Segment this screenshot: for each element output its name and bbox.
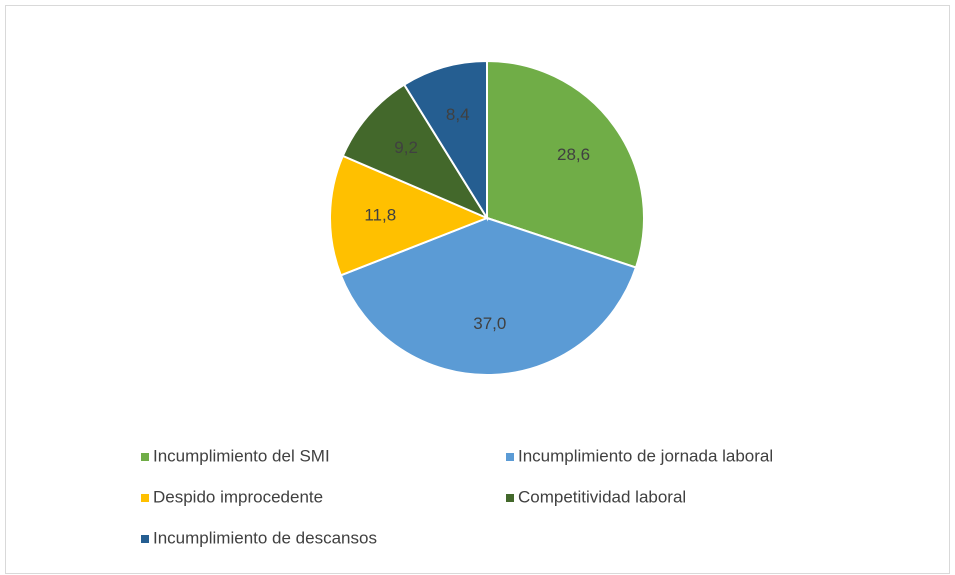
legend-swatch bbox=[141, 453, 149, 461]
data-label: 28,6 bbox=[557, 145, 590, 164]
legend-label: Incumplimiento del SMI bbox=[153, 446, 330, 465]
legend-label: Incumplimiento de descansos bbox=[153, 528, 377, 547]
pie-slice bbox=[486, 59, 645, 269]
legend-label: Despido improcedente bbox=[153, 487, 323, 506]
pie-slice bbox=[341, 83, 490, 221]
legend-label: Competitividad laboral bbox=[518, 487, 686, 506]
legend-swatch bbox=[506, 494, 514, 502]
legend-swatch bbox=[141, 535, 149, 543]
pie-slice bbox=[402, 59, 488, 222]
legend-swatch bbox=[506, 453, 514, 461]
data-label: 8,4 bbox=[446, 105, 470, 124]
data-label: 37,0 bbox=[473, 314, 506, 333]
legend-label: Incumplimiento de jornada laboral bbox=[518, 446, 773, 465]
legend-swatch bbox=[141, 494, 149, 502]
pie-slice bbox=[339, 216, 638, 376]
pie-slice bbox=[329, 154, 490, 277]
data-label: 11,8 bbox=[364, 206, 396, 225]
data-label: 9,2 bbox=[394, 138, 418, 157]
